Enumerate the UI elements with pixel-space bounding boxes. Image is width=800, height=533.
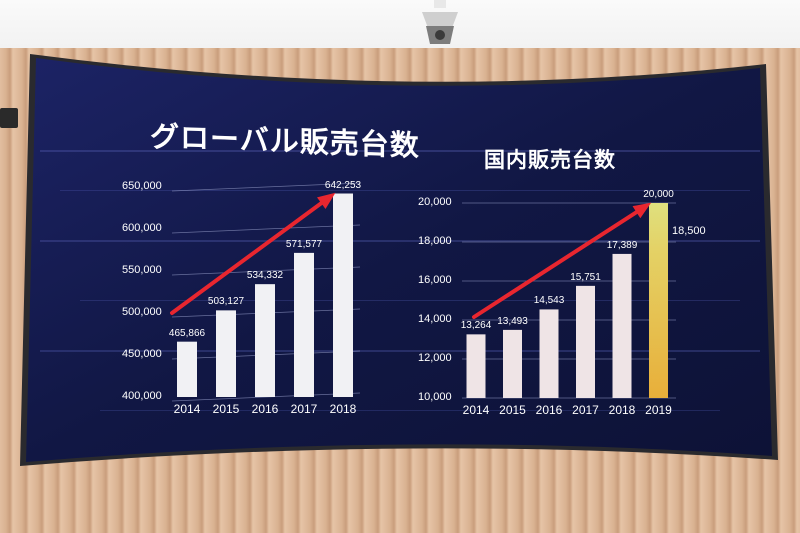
gridline	[171, 182, 361, 192]
x-tick-label: 2018	[608, 403, 636, 417]
bar	[333, 193, 353, 397]
gridline	[171, 266, 361, 276]
bar-value-label: 13,493	[497, 315, 528, 327]
ceiling-camera-icon	[422, 0, 458, 44]
y-tick-label: 14,000	[418, 313, 452, 325]
x-tick-label: 2014	[173, 402, 201, 416]
bar-value-label: 642,253	[324, 179, 362, 191]
trend-arrow	[170, 195, 331, 315]
trend-arrow	[472, 205, 647, 319]
bar-value-label: 20,000	[643, 189, 674, 200]
bar-value-label: 503,127	[207, 296, 245, 308]
y-tick-label: 20,000	[418, 196, 452, 208]
x-tick-label: 2014	[462, 403, 490, 417]
gridline	[171, 224, 361, 234]
x-tick-label: 2017	[290, 402, 318, 416]
x-tick-label: 2016	[535, 403, 563, 417]
global-sales-title: グローバル販売台数	[150, 121, 420, 163]
x-tick-label: 2015	[212, 402, 240, 416]
bar-highlight	[649, 203, 668, 398]
x-tick-label: 2019	[645, 403, 672, 417]
bar	[539, 309, 559, 398]
domestic-sales-title: 国内販売台数	[484, 149, 616, 172]
bar	[216, 310, 236, 397]
y-tick-label: 16,000	[418, 274, 452, 286]
bar	[466, 334, 486, 398]
bar-value-label: 571,577	[285, 238, 323, 250]
wall-camera-icon	[0, 108, 18, 128]
x-tick-label: 2017	[572, 403, 599, 417]
bar-value-label: 534,332	[246, 270, 284, 282]
y-tick-label: 10,000	[418, 391, 452, 403]
bar	[177, 341, 197, 397]
y-tick-label: 550,000	[122, 264, 162, 276]
bar-value-label: 14,543	[533, 295, 565, 307]
bar-value-label: 465,866	[168, 327, 206, 339]
y-tick-label: 18,000	[418, 235, 452, 247]
y-tick-label: 650,000	[122, 180, 162, 192]
bar-value-label: 17,389	[606, 239, 638, 251]
y-tick-label: 600,000	[122, 222, 162, 234]
y-tick-label: 450,000	[122, 348, 162, 360]
x-tick-label: 2016	[251, 402, 279, 416]
bar	[503, 329, 522, 398]
ceiling	[0, 0, 800, 48]
domestic-sales-chart	[462, 202, 676, 399]
y-tick-label: 12,000	[418, 352, 452, 364]
bar	[255, 284, 275, 397]
trend-arrowhead	[632, 202, 652, 219]
bar	[576, 285, 595, 398]
x-tick-label: 2015	[499, 403, 526, 417]
target-value-label: 18,500	[672, 225, 706, 238]
bar-value-label: 15,751	[570, 271, 601, 283]
bar	[294, 252, 314, 397]
bar	[612, 253, 632, 398]
global-sales-chart	[170, 182, 361, 402]
y-tick-label: 400,000	[122, 390, 162, 402]
trend-arrowhead	[317, 192, 336, 209]
x-tick-label: 2018	[329, 402, 357, 416]
y-tick-label: 500,000	[122, 306, 162, 318]
bar-value-label: 13,264	[460, 320, 492, 332]
